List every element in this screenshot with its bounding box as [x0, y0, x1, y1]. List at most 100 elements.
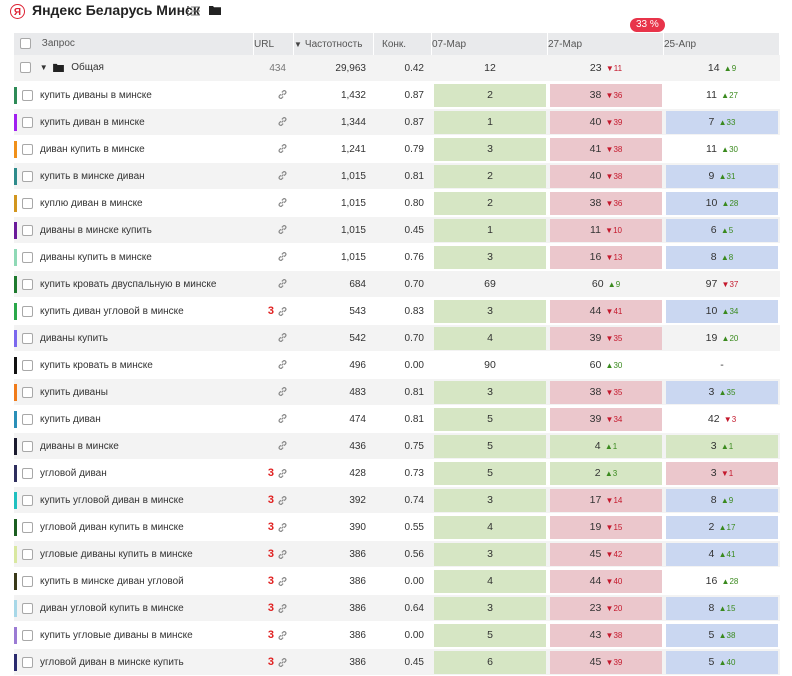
row-checkbox[interactable]: [22, 251, 33, 263]
position-chip[interactable]: 3: [434, 596, 546, 620]
position-chip[interactable]: 5: [434, 623, 546, 647]
position-chip[interactable]: 40 ▼38: [550, 164, 662, 188]
position-chip[interactable]: 3 ▲1: [666, 434, 778, 458]
position-chip[interactable]: 97 ▼37: [666, 273, 778, 296]
url-count[interactable]: 3: [267, 629, 274, 641]
position-chip[interactable]: 4: [434, 326, 546, 350]
table-row[interactable]: диваны в минске купить 1,015 0.45 1 11 ▼10 6 …: [14, 217, 780, 244]
column-date-1[interactable]: 07-Мар: [432, 33, 548, 55]
position-chip[interactable]: 23 ▼20: [550, 596, 662, 620]
position-chip[interactable]: 8 ▲9: [666, 488, 778, 512]
select-all-checkbox[interactable]: [20, 38, 31, 50]
position-chip[interactable]: 60 ▲30: [550, 354, 662, 377]
position-chip[interactable]: 44 ▼41: [550, 299, 662, 323]
position-chip[interactable]: 3: [434, 380, 546, 404]
position-chip[interactable]: 3 ▲35: [666, 380, 778, 404]
chevron-down-icon[interactable]: ▼: [39, 63, 48, 73]
position-chip[interactable]: 16 ▼13: [550, 245, 662, 269]
column-competition[interactable]: Конк.: [374, 33, 432, 55]
position-chip[interactable]: 3 ▼1: [666, 461, 778, 485]
table-row[interactable]: купить диван угловой в минске 3 543 0.83 3 44…: [14, 298, 780, 325]
position-chip[interactable]: 5 ▲38: [666, 623, 778, 647]
column-query[interactable]: Запрос: [14, 33, 254, 55]
position-chip[interactable]: 3: [434, 488, 546, 512]
link-icon[interactable]: [277, 657, 288, 668]
link-icon[interactable]: [277, 468, 288, 479]
position-chip[interactable]: 6: [434, 650, 546, 674]
column-frequency[interactable]: ▼ Частотность: [294, 33, 374, 55]
position-chip[interactable]: 4: [434, 515, 546, 539]
url-count[interactable]: 3: [267, 575, 274, 587]
list-icon[interactable]: [187, 5, 200, 16]
table-row[interactable]: купить диван 474 0.81 5 39 ▼34 42 ▼3: [14, 406, 780, 433]
position-chip[interactable]: 19 ▼15: [550, 515, 662, 539]
position-chip[interactable]: 17 ▼14: [550, 488, 662, 512]
table-row[interactable]: угловой диван купить в минске 3 390 0.55 4 19…: [14, 514, 780, 541]
table-row[interactable]: диван угловой купить в минске 3 386 0.64 3 23…: [14, 595, 780, 622]
table-row[interactable]: куплю диван в минске 1,015 0.80 2 38 ▼36 10 ▲…: [14, 190, 780, 217]
row-checkbox[interactable]: [22, 332, 33, 344]
position-chip[interactable]: 8 ▲8: [666, 245, 778, 269]
position-chip[interactable]: 6 ▲5: [666, 218, 778, 242]
row-checkbox[interactable]: [22, 548, 33, 560]
link-icon[interactable]: [277, 440, 288, 451]
link-icon[interactable]: [277, 278, 288, 289]
position-chip[interactable]: 45 ▼42: [550, 542, 662, 566]
row-checkbox[interactable]: [22, 629, 33, 641]
position-chip[interactable]: 38 ▼35: [550, 380, 662, 404]
position-chip[interactable]: 8 ▲15: [666, 596, 778, 620]
table-row[interactable]: купить в минске диван 1,015 0.81 2 40 ▼38 9 ▲…: [14, 163, 780, 190]
table-row[interactable]: диваны купить в минске 1,015 0.76 3 16 ▼13 8 …: [14, 244, 780, 271]
link-icon[interactable]: [277, 197, 288, 208]
position-chip[interactable]: 3: [434, 542, 546, 566]
row-checkbox[interactable]: [22, 656, 33, 668]
url-count[interactable]: 3: [267, 656, 274, 668]
link-icon[interactable]: [277, 332, 288, 343]
position-chip[interactable]: 38 ▼36: [550, 191, 662, 215]
position-chip[interactable]: -: [666, 354, 778, 377]
table-row[interactable]: купить угловой диван в минске 3 392 0.74 3 17…: [14, 487, 780, 514]
position-chip[interactable]: 38 ▼36: [550, 83, 662, 107]
position-chip[interactable]: 5: [434, 434, 546, 458]
row-checkbox[interactable]: [22, 224, 33, 236]
row-checkbox[interactable]: [22, 89, 33, 101]
position-chip[interactable]: 2 ▲17: [666, 515, 778, 539]
position-chip[interactable]: 11 ▲30: [666, 138, 778, 161]
row-checkbox[interactable]: [22, 413, 33, 425]
link-icon[interactable]: [277, 576, 288, 587]
link-icon[interactable]: [277, 359, 288, 370]
position-chip[interactable]: 19 ▲20: [666, 327, 778, 350]
position-chip[interactable]: 1: [434, 110, 546, 134]
link-icon[interactable]: [277, 224, 288, 235]
position-chip[interactable]: 42 ▼3: [666, 408, 778, 431]
row-checkbox[interactable]: [22, 575, 33, 587]
table-row[interactable]: диваны в минске 436 0.75 5 4 ▲1 3 ▲1: [14, 433, 780, 460]
table-row[interactable]: купить кровать двуспальную в минске 684 0.…: [14, 271, 780, 298]
link-icon[interactable]: [277, 251, 288, 262]
url-count[interactable]: 3: [267, 305, 274, 317]
position-chip[interactable]: 5: [434, 407, 546, 431]
url-count[interactable]: 3: [267, 602, 274, 614]
link-icon[interactable]: [277, 306, 288, 317]
table-row[interactable]: угловые диваны купить в минске 3 386 0.56 3 4…: [14, 541, 780, 568]
row-checkbox[interactable]: [22, 197, 33, 209]
url-count[interactable]: 3: [267, 521, 274, 533]
row-checkbox[interactable]: [22, 143, 33, 155]
position-chip[interactable]: 39 ▼34: [550, 407, 662, 431]
position-chip[interactable]: 5: [434, 461, 546, 485]
url-count[interactable]: 3: [267, 494, 274, 506]
column-date-2[interactable]: 27-Мар: [548, 33, 664, 55]
position-chip[interactable]: 4 ▲41: [666, 542, 778, 566]
position-chip[interactable]: 7 ▲33: [666, 110, 778, 134]
link-icon[interactable]: [277, 495, 288, 506]
position-chip[interactable]: 44 ▼40: [550, 569, 662, 593]
row-checkbox[interactable]: [22, 386, 33, 398]
position-chip[interactable]: 3: [434, 299, 546, 323]
position-chip[interactable]: 3: [434, 137, 546, 161]
link-icon[interactable]: [277, 522, 288, 533]
link-icon[interactable]: [277, 89, 288, 100]
table-row[interactable]: угловой диван в минске купить 3 386 0.45 6 45…: [14, 649, 780, 676]
url-count[interactable]: 3: [267, 548, 274, 560]
position-chip[interactable]: 40 ▼39: [550, 110, 662, 134]
table-row[interactable]: купить в минске диван угловой 3 386 0.00 4 44…: [14, 568, 780, 595]
